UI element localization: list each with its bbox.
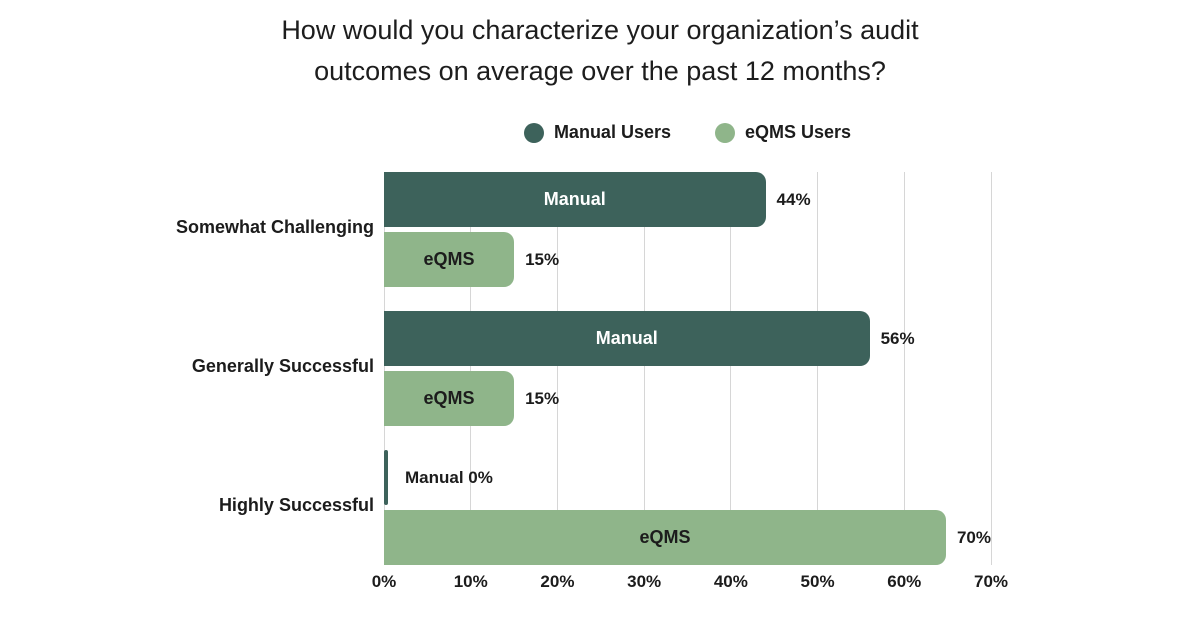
x-tick-label: 0%: [371, 572, 397, 591]
chart-title-line-2: outcomes on average over the past 12 mon…: [314, 56, 886, 86]
legend-item: eQMS Users: [714, 122, 852, 143]
category-label: Highly Successful: [218, 494, 374, 515]
bar-row: Manual 0%: [384, 450, 991, 505]
x-tick-label: 40%: [713, 572, 748, 591]
legend-item: Manual Users: [523, 122, 671, 143]
eqms-bar: eQMS: [384, 510, 946, 565]
gridline: [383, 172, 385, 565]
category-label: Generally Successful: [191, 355, 374, 376]
plot-area: Manual 44% eQMS 15% Manual 56% eQMS 15% Manual 0…: [383, 172, 992, 565]
eqms-bar: eQMS: [384, 232, 515, 287]
x-tick-label: 10%: [453, 572, 488, 591]
bar-inner-label: Manual: [595, 328, 658, 348]
eqms-bar: eQMS: [384, 371, 515, 426]
x-tick-label: 70%: [973, 572, 1009, 591]
x-tick-label: 20%: [540, 572, 575, 591]
x-tick-label: 50%: [800, 572, 835, 591]
chart-title-line-1: How would you characterize your organiza…: [281, 15, 919, 45]
x-tick-label: 60%: [887, 572, 922, 591]
gridline: [643, 172, 645, 565]
gridline: [730, 172, 732, 565]
legend-label: Manual Users: [553, 122, 671, 142]
gridline: [470, 172, 472, 565]
value-label: 44%: [776, 189, 811, 209]
value-label: 15%: [525, 249, 560, 269]
bar-inner-label: eQMS: [639, 527, 691, 547]
value-label: Manual 0%: [405, 467, 493, 487]
bar-row: eQMS 70%: [384, 510, 991, 565]
value-label: 56%: [880, 328, 915, 348]
gridline: [903, 172, 905, 565]
manual-bar: Manual: [384, 172, 766, 227]
x-tick-label: 30%: [627, 572, 662, 591]
bar-inner-label: Manual: [543, 189, 606, 209]
gridline: [990, 172, 992, 565]
gridline: [556, 172, 558, 565]
bar-row: eQMS 15%: [384, 371, 991, 426]
manual-bar: [384, 450, 388, 505]
legend: Manual Users eQMS Users: [384, 122, 991, 143]
manual-bar: Manual: [384, 311, 870, 366]
bar-row: Manual 56%: [384, 311, 991, 366]
chart-title: How would you characterize your organiza…: [0, 10, 1200, 92]
bar-row: Manual 44%: [384, 172, 991, 227]
bar-inner-label: eQMS: [423, 388, 475, 408]
legend-swatch-icon: [523, 122, 544, 143]
value-label: 15%: [525, 388, 560, 408]
bar-row: eQMS 15%: [384, 232, 991, 287]
legend-label: eQMS Users: [744, 122, 852, 142]
bar-inner-label: eQMS: [423, 249, 475, 269]
category-label: Somewhat Challenging: [175, 216, 374, 237]
gridline: [817, 172, 819, 565]
legend-swatch-icon: [714, 122, 735, 143]
value-label: 70%: [956, 527, 991, 547]
